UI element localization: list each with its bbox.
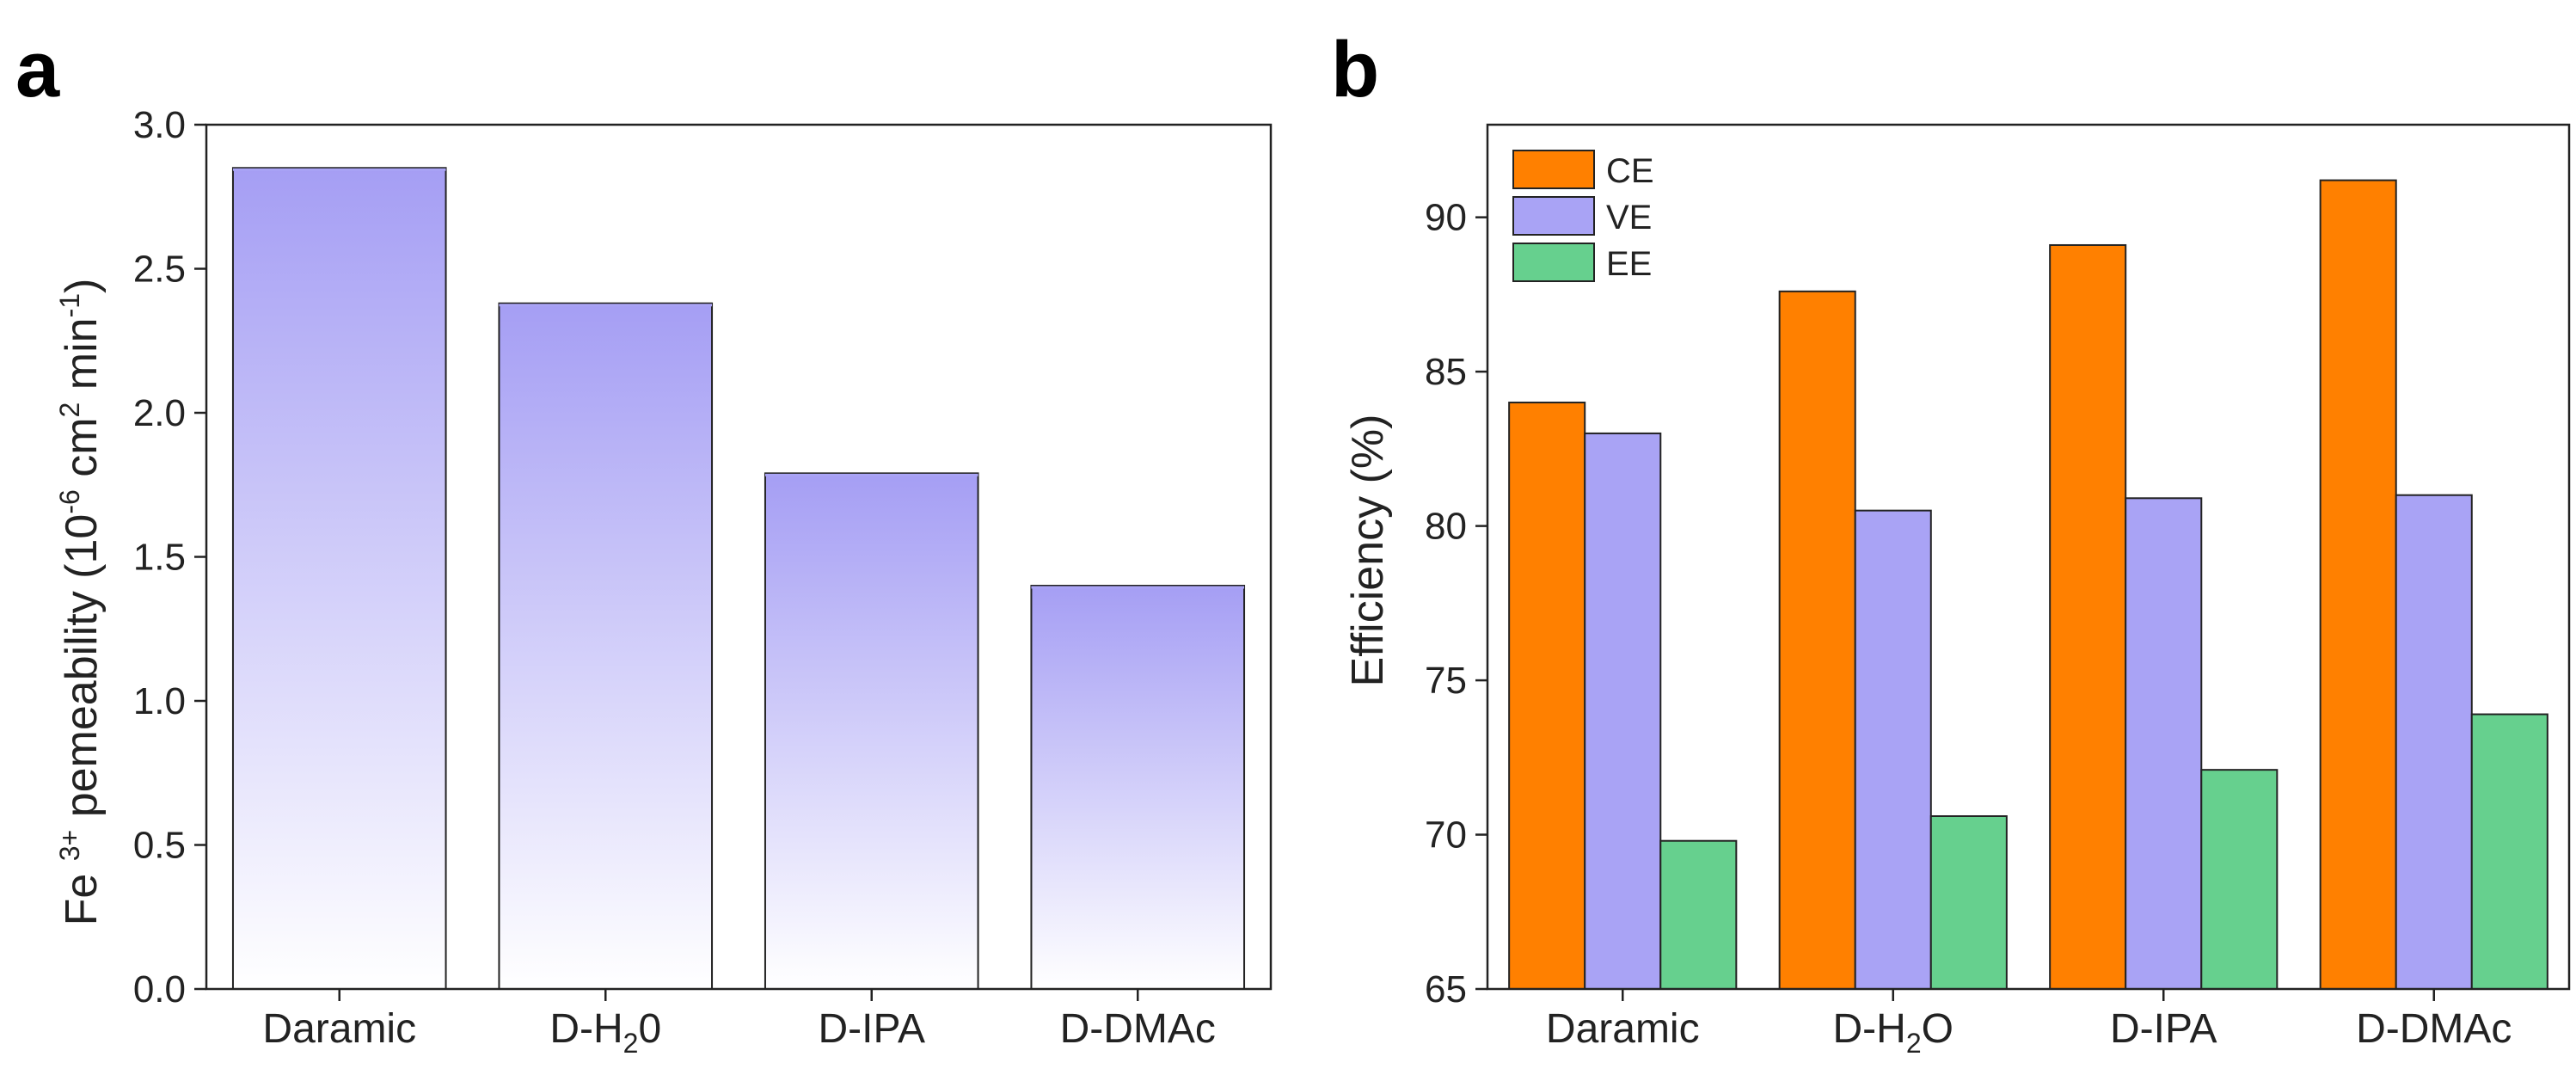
panel-a-x-tick-label: D-H20 [549, 1006, 661, 1059]
panel-b-bar-ce-daramic [1508, 402, 1586, 990]
panel-b-x-tick-label: D-DMAc [2356, 1006, 2512, 1052]
panel-b-bar-ve-daramic [1584, 432, 1662, 990]
legend-label-ee: EE [1606, 245, 1652, 283]
panel-b-y-axis-title: Efficiency (%) [1343, 415, 1393, 687]
panel-b-legend: CE VE EE [1512, 150, 1654, 283]
panel-b-bar-ve-d-dmac [2395, 494, 2473, 990]
panel-b-bar-ce-d-dmac [2319, 179, 2397, 991]
panel-a-bar-d-ipa [764, 472, 979, 990]
panel-a-bar-d-dmac [1030, 585, 1246, 990]
panel-b-y-tick-label: 90 [1425, 197, 1467, 239]
panel-b-bar-ee-d-h2o [1929, 815, 2008, 990]
panel-b-bar-ve-d-h2o [1854, 509, 1932, 990]
panel-a-x-tick-labels: Daramic D-H20 D-IPA D-DMAc [262, 989, 1216, 1059]
panel-b-letter: b [1331, 26, 1379, 114]
panel-a-y-tick-label: 2.5 [133, 249, 186, 291]
panel-b-x-tick-label: D-IPA [2110, 1006, 2217, 1052]
panel-b-x-tick-labels: Daramic D-H2O D-IPA D-DMAc [1546, 989, 2512, 1059]
panel-b-bar-ee-daramic [1659, 839, 1738, 991]
panel-b-y-tick-label: 70 [1425, 814, 1467, 857]
panel-a-x-tick-label: D-IPA [819, 1006, 925, 1052]
panel-a-y-tick-label: 3.0 [133, 104, 186, 146]
panel-b-x-tick-label: Daramic [1546, 1006, 1700, 1052]
panel-a-y-tick-label: 1.5 [133, 537, 186, 579]
panel-b-y-tick-label: 75 [1425, 660, 1467, 702]
panel-a-x-tick-label: Daramic [262, 1006, 416, 1052]
panel-a-letter: a [15, 26, 60, 114]
panel-a-plot-frame [205, 123, 1273, 991]
panel-a-y-tick-label: 0.5 [133, 825, 186, 867]
panel-a-permeability-chart: a Fe 3+ pemeability (10-6 cm2 min-1) 0.0… [15, 26, 1273, 1059]
panel-a-y-tick-label: 0.0 [133, 968, 186, 1010]
panel-b-y-tick-label: 85 [1425, 351, 1467, 393]
legend-swatch-ee [1512, 243, 1595, 282]
panel-a-y-tick-label: 2.0 [133, 392, 186, 434]
panel-a-bar-d-h20 [498, 302, 714, 990]
panel-a-y-axis-title: Fe 3+ pemeability (10-6 cm2 min-1) [54, 279, 107, 926]
legend-swatch-ve [1512, 196, 1595, 236]
panel-b-efficiency-chart: b Efficiency (%) 65 70 75 80 85 90 Daramic D-H… [1331, 26, 2571, 1059]
panel-b-bar-ce-d-ipa [2049, 243, 2127, 991]
panel-a-bars [231, 167, 1246, 990]
legend-swatch-ce [1512, 150, 1595, 189]
panel-b-y-tick-label: 80 [1425, 506, 1467, 548]
panel-a-y-tick-label: 1.0 [133, 680, 186, 722]
panel-b-plot-frame [1486, 123, 2571, 991]
panel-b-y-ticks: 65 70 75 80 85 90 [1425, 197, 1487, 1010]
panel-b-y-tick-label: 65 [1425, 968, 1467, 1010]
panel-b-x-tick-label: D-H2O [1833, 1006, 1953, 1059]
panel-b-bars [1508, 179, 2548, 991]
panel-b-bar-ee-d-ipa [2200, 769, 2279, 990]
panel-b-bar-ee-d-dmac [2470, 713, 2548, 991]
panel-b-bar-ce-d-h2o [1778, 290, 1856, 991]
panel-a-x-tick-label: D-DMAc [1060, 1006, 1216, 1052]
legend-label-ve: VE [1606, 199, 1652, 236]
panel-a-y-ticks: 0.0 0.5 1.0 1.5 2.0 2.5 3.0 [133, 104, 206, 1010]
panel-a-bar-daramic [231, 167, 447, 990]
panel-b-bar-ve-d-ipa [2125, 497, 2203, 990]
legend-label-ce: CE [1606, 152, 1654, 190]
